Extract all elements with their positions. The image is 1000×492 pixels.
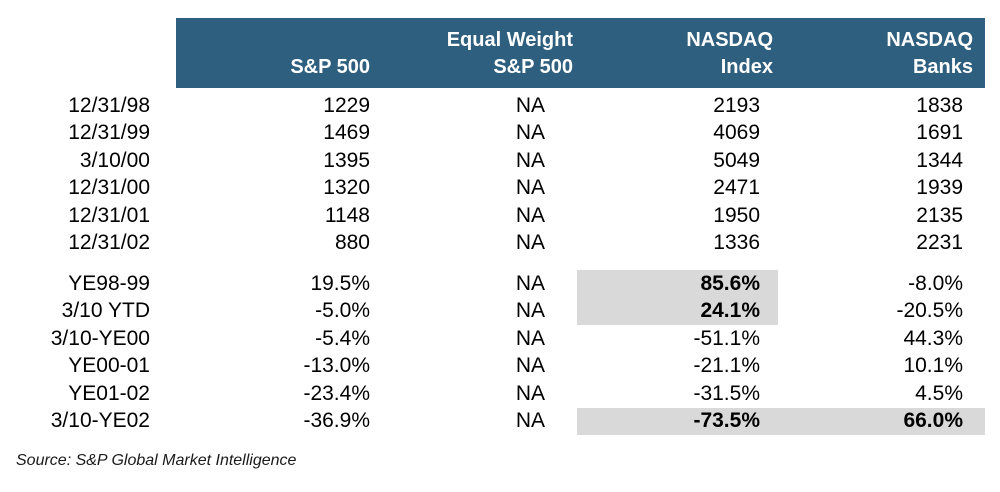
value-cell: 1939 xyxy=(916,176,963,200)
value-cell: -5.0% xyxy=(315,299,370,323)
value-cell: 19.5% xyxy=(310,271,370,295)
period-returns-section: YE98-99 19.5% NA 85.6% -8.0% 3/10 YTD -5.0% NA 2… xyxy=(0,270,985,435)
value-cell: NA xyxy=(515,93,545,117)
value-cell: NA xyxy=(515,148,545,172)
value-cell: 85.6% xyxy=(577,270,778,298)
table-row: YE98-99 19.5% NA 85.6% -8.0% xyxy=(0,270,985,298)
column-header-nasdaq-banks: NASDAQ Banks xyxy=(778,18,985,88)
table-row: 12/31/01 1148 NA 1950 2135 xyxy=(0,202,985,230)
value-cell: NA xyxy=(515,326,545,350)
value-cell: 1838 xyxy=(916,93,963,117)
value-cell: -21.1% xyxy=(693,354,760,378)
value-cell: -20.5% xyxy=(896,299,963,323)
value-cell: 2135 xyxy=(916,203,963,227)
column-header-line1: Equal Weight xyxy=(446,29,573,51)
value-cell: NA xyxy=(515,176,545,200)
row-label: 3/10 YTD xyxy=(61,299,150,323)
value-cell: 880 xyxy=(334,231,370,255)
value-cell: 1229 xyxy=(323,93,370,117)
row-label: 3/10-YE02 xyxy=(50,409,150,433)
value-cell: 2471 xyxy=(713,176,760,200)
column-header-nasdaq-index: NASDAQ Index xyxy=(577,18,778,88)
value-cell: 44.3% xyxy=(903,326,963,350)
value-cell: NA xyxy=(515,203,545,227)
value-cell: -51.1% xyxy=(693,326,760,350)
column-header-line2: Banks xyxy=(912,56,973,78)
column-header-line2: S&P 500 xyxy=(493,56,573,78)
value-cell: NA xyxy=(515,409,545,433)
value-cell: 1950 xyxy=(713,203,760,227)
table-row: 12/31/00 1320 NA 2471 1939 xyxy=(0,175,985,203)
row-label: 12/31/01 xyxy=(68,203,150,227)
value-cell: NA xyxy=(515,231,545,255)
row-label: 12/31/02 xyxy=(68,231,150,255)
value-cell: 1395 xyxy=(323,148,370,172)
value-cell: 1148 xyxy=(324,203,370,227)
row-label: 12/31/99 xyxy=(68,121,150,145)
value-cell: 1691 xyxy=(916,121,963,145)
row-label: 3/10-YE00 xyxy=(50,326,150,350)
row-label: YE00-01 xyxy=(68,354,150,378)
value-cell: -5.4% xyxy=(315,326,370,350)
value-cell: NA xyxy=(515,381,545,405)
row-label: 12/31/98 xyxy=(68,93,150,117)
column-header-line2: S&P 500 xyxy=(290,56,370,78)
column-header-line2: Index xyxy=(720,56,773,78)
value-cell: 2231 xyxy=(916,231,963,255)
value-cell: -23.4% xyxy=(303,381,370,405)
value-cell: 1469 xyxy=(323,121,370,145)
value-cell: 1336 xyxy=(713,231,760,255)
column-header-line1: NASDAQ xyxy=(686,29,773,51)
value-cell: NA xyxy=(515,354,545,378)
table-row: YE01-02 -23.4% NA -31.5% 4.5% xyxy=(0,380,985,408)
column-header-equal-weight-sp500: Equal Weight S&P 500 xyxy=(390,18,577,88)
table-row: 3/10-YE00 -5.4% NA -51.1% 44.3% xyxy=(0,325,985,353)
value-cell: NA xyxy=(515,271,545,295)
row-label: 3/10/00 xyxy=(79,148,150,172)
table-row: YE00-01 -13.0% NA -21.1% 10.1% xyxy=(0,353,985,381)
value-cell: 1344 xyxy=(916,148,963,172)
table-row: 12/31/99 1469 NA 4069 1691 xyxy=(0,120,985,148)
value-cell: -36.9% xyxy=(303,409,370,433)
value-cell: 1320 xyxy=(323,176,370,200)
table-row: 3/10 YTD -5.0% NA 24.1% -20.5% xyxy=(0,297,985,325)
table-header: S&P 500 Equal Weight S&P 500 NASDAQ Inde… xyxy=(176,18,985,88)
value-cell: -31.5% xyxy=(693,381,760,405)
row-label: 12/31/00 xyxy=(68,176,150,200)
value-cell: NA xyxy=(515,299,545,323)
value-cell: 24.1% xyxy=(577,297,778,325)
row-label: YE01-02 xyxy=(68,381,150,405)
value-cell: -13.0% xyxy=(303,354,370,378)
table-row: 12/31/98 1229 NA 2193 1838 xyxy=(0,92,985,120)
value-cell: 4.5% xyxy=(915,381,963,405)
value-cell: 66.0% xyxy=(778,407,985,435)
index-levels-section: 12/31/98 1229 NA 2193 1838 12/31/99 1469 NA 4069… xyxy=(0,92,985,257)
value-cell: 2193 xyxy=(713,93,760,117)
value-cell: 5049 xyxy=(713,148,760,172)
row-label: YE98-99 xyxy=(68,271,150,295)
source-note: Source: S&P Global Market Intelligence xyxy=(16,452,297,469)
table-row: 12/31/02 880 NA 1336 2231 xyxy=(0,230,985,258)
value-cell: 10.1% xyxy=(903,354,963,378)
value-cell: 4069 xyxy=(713,121,760,145)
table-row: 3/10/00 1395 NA 5049 1344 xyxy=(0,147,985,175)
column-header-line1: NASDAQ xyxy=(886,29,973,51)
table-row: 3/10-YE02 -36.9% NA -73.5% 66.0% xyxy=(0,407,985,435)
value-cell: -8.0% xyxy=(908,271,963,295)
value-cell: -73.5% xyxy=(577,407,778,435)
column-header-sp500: S&P 500 xyxy=(176,18,390,88)
value-cell: NA xyxy=(515,121,545,145)
